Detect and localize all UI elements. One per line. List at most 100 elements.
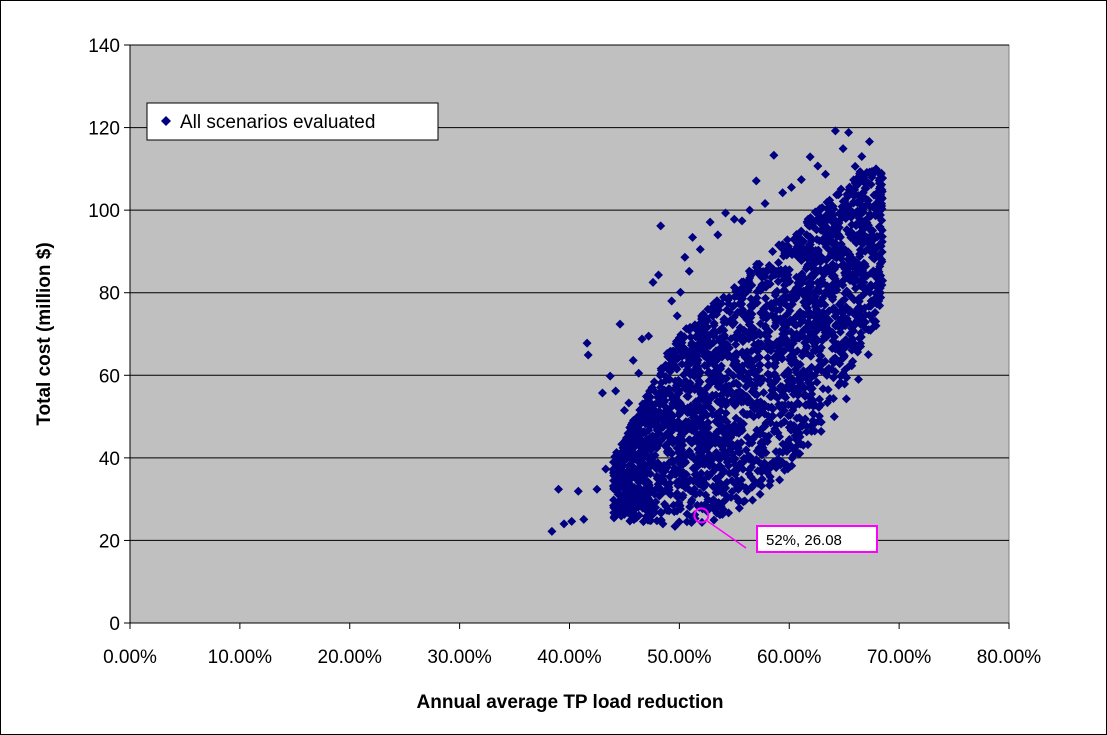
scatter-point xyxy=(783,366,793,376)
scatter-point xyxy=(806,351,816,361)
scatter-point xyxy=(653,407,663,417)
scatter-point xyxy=(840,317,850,327)
scatter-point xyxy=(687,409,697,419)
scatter-point xyxy=(731,340,741,350)
scatter-point xyxy=(802,262,812,272)
scatter-point xyxy=(679,467,689,477)
scatter-point xyxy=(782,235,792,245)
scatter-point xyxy=(872,210,882,220)
scatter-point xyxy=(844,128,854,138)
scatter-point xyxy=(647,384,657,394)
scatter-point xyxy=(829,303,839,313)
scatter-point xyxy=(661,408,671,418)
scatter-point xyxy=(757,474,767,484)
scatter-point xyxy=(680,252,690,262)
scatter-point xyxy=(804,398,814,408)
scatter-point xyxy=(791,435,801,445)
scatter-point xyxy=(837,304,847,314)
scatter-point xyxy=(753,264,763,274)
scatter-point xyxy=(745,409,755,419)
scatter-point xyxy=(731,388,741,398)
scatter-point xyxy=(836,371,846,381)
scatter-point xyxy=(690,454,700,464)
scatter-point xyxy=(788,295,798,305)
scatter-point xyxy=(832,232,842,242)
y-tick-label: 60 xyxy=(99,366,120,387)
scatter-point xyxy=(659,476,669,486)
scatter-point xyxy=(637,334,647,344)
legend-label: All scenarios evaluated xyxy=(180,112,375,133)
scatter-point xyxy=(742,432,752,442)
scatter-point xyxy=(737,299,747,309)
scatter-point xyxy=(840,379,850,389)
scatter-point xyxy=(849,343,859,353)
x-tick-label: 0.00% xyxy=(103,647,157,668)
scatter-point xyxy=(746,462,756,472)
scatter-point xyxy=(684,266,694,276)
scatter-point xyxy=(698,309,708,319)
scatter-point xyxy=(794,413,804,423)
scatter-point xyxy=(864,137,874,147)
scatter-point xyxy=(628,505,638,515)
scatter-point xyxy=(653,270,663,280)
scatter-point xyxy=(715,451,725,461)
scatter-point xyxy=(700,338,710,348)
scatter-point xyxy=(685,475,695,485)
x-tick-label: 20.00% xyxy=(318,647,383,668)
scatter-point xyxy=(817,308,827,318)
scatter-point xyxy=(690,470,700,480)
scatter-point xyxy=(826,206,836,216)
scatter-point xyxy=(682,517,692,527)
scatter-point xyxy=(658,519,668,529)
scatter-point xyxy=(856,209,866,219)
x-axis-title: Annual average TP load reduction xyxy=(417,692,724,713)
x-tick-label: 50.00% xyxy=(647,647,712,668)
scatter-point xyxy=(709,326,719,336)
y-tick-label: 40 xyxy=(99,449,120,470)
scatter-point xyxy=(731,286,741,296)
scatter-point xyxy=(722,448,732,458)
scatter-point xyxy=(796,255,806,265)
scatter-point xyxy=(774,400,784,410)
scatter-point xyxy=(808,222,818,232)
scatter-point xyxy=(860,317,870,327)
scatter-point xyxy=(738,419,748,429)
scatter-point xyxy=(716,364,726,374)
scatter-point xyxy=(837,338,847,348)
scatter-point xyxy=(582,338,592,348)
scatter-point xyxy=(624,398,634,408)
scatter-point xyxy=(830,367,840,377)
scatter-point xyxy=(822,197,832,207)
scatter-point xyxy=(751,375,761,385)
scatter-point xyxy=(579,514,589,524)
x-tick-labels: 0.00% 10.00% 20.00% 30.00% 40.00% 50.00% 60.00… xyxy=(103,647,1041,668)
scatter-point xyxy=(813,161,823,171)
scatter-point xyxy=(729,396,739,406)
scatter-point xyxy=(779,292,789,302)
scatter-point xyxy=(764,402,774,412)
scatter-point xyxy=(669,353,679,363)
scatter-point xyxy=(777,335,787,345)
scatter-point xyxy=(737,277,747,287)
scatter-point xyxy=(752,293,762,303)
scatter-point xyxy=(782,383,792,393)
scatter-point xyxy=(836,184,846,194)
scatter-point xyxy=(865,201,875,211)
scatter-point xyxy=(802,427,812,437)
scatter-point xyxy=(860,283,870,293)
scatter-point xyxy=(868,226,878,236)
scatter-point xyxy=(656,369,666,379)
scatter-point xyxy=(780,465,790,475)
scatter-point xyxy=(752,298,762,308)
data-points xyxy=(547,126,888,536)
scatter-point xyxy=(780,280,790,290)
scatter-point xyxy=(789,386,799,396)
scatter-point xyxy=(830,126,840,136)
scatter-point xyxy=(807,426,817,436)
legend-marker-diamond-icon xyxy=(161,116,171,126)
scatter-point xyxy=(775,410,785,420)
scatter-point xyxy=(610,452,620,462)
scatter-point xyxy=(802,366,812,376)
scatter-point xyxy=(628,455,638,465)
scatter-point xyxy=(795,318,805,328)
